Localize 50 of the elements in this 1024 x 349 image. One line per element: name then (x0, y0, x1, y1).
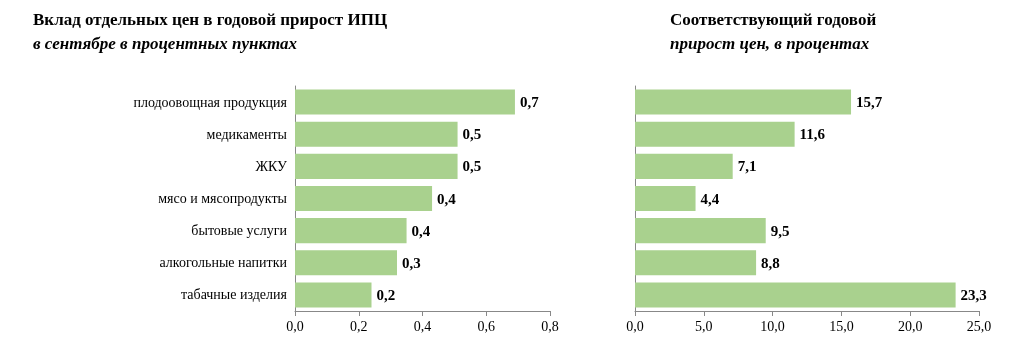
data-label: 9,5 (770, 222, 790, 239)
x-tick-label: 0,4 (413, 318, 432, 334)
x-tick-label: 0,0 (626, 318, 644, 334)
data-label: 0,5 (462, 126, 482, 143)
bar (635, 185, 696, 212)
bar (295, 282, 372, 308)
x-tick-label: 5,0 (695, 318, 713, 334)
bar (635, 282, 956, 308)
chart-subtitle: прирост цен, в процентах (670, 34, 870, 53)
data-label: 0,7 (519, 94, 540, 111)
data-label: 7,1 (737, 158, 757, 175)
data-label: 4,4 (700, 190, 720, 207)
x-tick-label: 0,6 (477, 318, 495, 334)
y-tick-label: ЖКУ (255, 158, 288, 174)
bar (635, 89, 852, 115)
data-label: 23,3 (960, 286, 987, 303)
data-label: 0,2 (376, 286, 396, 303)
data-label: 0,4 (437, 190, 457, 207)
bar (635, 250, 757, 276)
data-label: 11,6 (799, 126, 826, 143)
bar (295, 250, 397, 276)
bar (635, 121, 795, 147)
data-label: 0,3 (402, 254, 421, 271)
data-label: 8,8 (761, 254, 780, 271)
x-tick-label: 20,0 (897, 318, 923, 334)
bar (295, 218, 407, 244)
data-label: 15,7 (856, 94, 883, 111)
x-tick-label: 0,0 (286, 318, 304, 334)
chart-subtitle: в сентябре в процентных пунктах (33, 34, 298, 53)
data-label: 0,4 (411, 222, 431, 239)
y-tick-label: мясо и мясопродукты (158, 191, 288, 206)
chart-title: Вклад отдельных цен в годовой прирост ИПЦ (33, 10, 388, 29)
y-tick-label: медикаменты (206, 126, 288, 142)
x-tick-label: 25,0 (966, 318, 992, 334)
bar (295, 89, 515, 115)
bar (295, 185, 433, 212)
chart-title: Соответствующий годовой (670, 10, 877, 29)
y-tick-label: алкогольные напитки (159, 255, 288, 271)
y-tick-label: бытовые услуги (191, 223, 288, 239)
x-tick-label: 0,8 (541, 318, 559, 334)
bar (635, 153, 733, 179)
bar (295, 153, 458, 179)
bar (635, 218, 766, 244)
bar (295, 121, 458, 147)
y-tick-label: табачные изделия (181, 287, 288, 303)
y-tick-label: плодоовощная продукция (133, 94, 288, 110)
data-label: 0,5 (462, 158, 482, 175)
x-tick-label: 0,2 (350, 318, 368, 334)
x-tick-label: 15,0 (829, 318, 854, 334)
x-tick-label: 10,0 (760, 318, 785, 334)
